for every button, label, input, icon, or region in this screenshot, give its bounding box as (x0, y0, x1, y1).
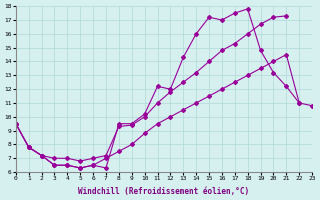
X-axis label: Windchill (Refroidissement éolien,°C): Windchill (Refroidissement éolien,°C) (78, 187, 250, 196)
